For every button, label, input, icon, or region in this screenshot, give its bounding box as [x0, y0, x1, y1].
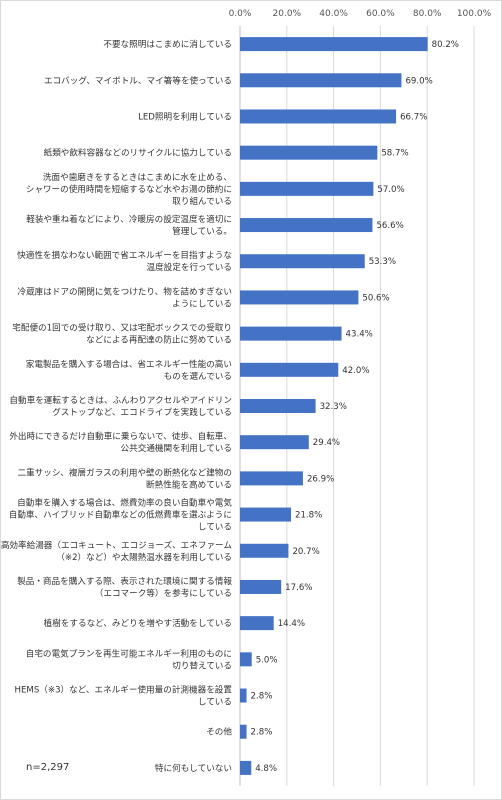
x-tick-label: 60.0% — [366, 9, 395, 19]
data-label: 2.8% — [251, 692, 273, 702]
category-label: 宅配便の1回での受け取り、又は宅配ボックスでの受取りなどによる再配達の防止に努め… — [12, 322, 232, 346]
bar — [240, 616, 274, 631]
category-label: 自宅の電気プランを再生可能エネルギー利用のものに切り替えている — [26, 647, 232, 671]
bar — [240, 760, 252, 775]
data-label: 43.4% — [346, 330, 373, 340]
data-label: 32.3% — [320, 402, 347, 412]
data-label: 14.4% — [278, 619, 305, 629]
bar — [240, 218, 373, 233]
bar — [240, 37, 428, 52]
category-label: 自動車を運転するときは、ふんわりアクセルやアイドリングストップなど、エコドライブ… — [9, 394, 232, 418]
category-label: 二重サッシ、複層ガラスの利用や壁の断熱化など建物の断熱性能を高めている — [17, 466, 232, 490]
bar — [240, 73, 402, 88]
bar — [240, 543, 289, 558]
data-label: 66.7% — [400, 112, 427, 122]
sample-size-note: n=2,297 — [26, 762, 69, 773]
x-tick-label: 80.0% — [413, 9, 442, 19]
bars — [240, 37, 428, 775]
bar — [240, 145, 378, 160]
category-label: LED照明を利用している — [138, 110, 232, 122]
category-label: 外出時にできるだけ自動車に乗らないで、徒歩、自転車、公共交通機関を利用している — [9, 430, 232, 454]
bar — [240, 471, 303, 486]
x-axis-tick-labels: 0.0% 20.0% 40.0% 60.0% 80.0% 100.0% — [229, 9, 492, 19]
category-label: 自動車を購入する場合は、燃費効率の良い自動車や電気自動車、ハイブリッド自動車など… — [9, 497, 233, 533]
category-label: エコバッグ、マイボトル、マイ箸等を使っている — [44, 74, 232, 86]
category-label: 快適性を損なわない範囲で省エネルギーを目指すような温度設定を行っている — [17, 249, 232, 273]
data-label: 80.2% — [432, 40, 459, 50]
data-label: 58.7% — [381, 149, 408, 159]
category-label: 植樹をするなど、みどりを増やす活動をしている — [44, 617, 232, 629]
data-label: 21.8% — [295, 511, 322, 521]
bar — [240, 399, 316, 413]
category-label: 軽装や重ね着などにより、冷暖房の設定温度を適切に管理している。 — [26, 213, 232, 237]
bar — [240, 652, 252, 667]
category-label: 紙類や飲料容器などのリサイクルに協力している — [44, 147, 232, 159]
bar — [240, 435, 309, 450]
data-label: 56.6% — [376, 221, 403, 231]
data-label: 50.6% — [362, 293, 389, 303]
category-label: 洗面や歯磨きをするときはこまめに水を止める、シャワーの使用時間を短縮するなど水や… — [26, 171, 232, 207]
data-label: 57.0% — [377, 185, 404, 195]
data-label: 20.7% — [292, 547, 319, 557]
bar — [240, 362, 339, 377]
data-label: 4.8% — [255, 764, 277, 774]
bar — [240, 724, 247, 739]
category-label: HEMS（※3）など、エネルギー使用量の計測機器を設置している — [15, 684, 233, 708]
x-tick-label: 20.0% — [273, 9, 302, 19]
data-label: 42.0% — [342, 366, 369, 376]
data-label: 69.0% — [405, 76, 432, 86]
category-label: 不要な照明はこまめに消している — [103, 38, 232, 50]
category-label: 高効率給湯器（エコキュート、エコジョーズ、エネファーム（※2）など）や太陽熱温水… — [1, 539, 233, 563]
category-label: 家電製品を購入する場合は、省エネルギー性能の高いものを選んでいる — [26, 358, 232, 382]
x-tick-label: 100.0% — [457, 9, 492, 19]
bar — [240, 254, 365, 269]
category-label: その他 — [206, 726, 232, 738]
data-label: 29.4% — [313, 438, 340, 448]
bar — [240, 507, 292, 522]
category-label: 特に何もしていない — [155, 762, 232, 774]
category-label: 冷蔵庫はドアの開閉に気をつけたり、物を詰めすぎないようにしている — [17, 285, 232, 309]
data-label: 2.8% — [251, 728, 273, 738]
x-tick-label: 0.0% — [229, 9, 252, 19]
bar — [240, 688, 247, 703]
data-label: 17.6% — [285, 583, 312, 593]
bar — [240, 326, 342, 341]
bar — [240, 290, 359, 305]
data-label: 5.0% — [256, 655, 278, 665]
data-label: 53.3% — [369, 257, 396, 267]
category-label: 製品・商品を購入する際、表示された環境に関する情報（エコマーク等）を参考にしてい… — [17, 575, 232, 599]
bar — [240, 579, 282, 594]
data-label: 26.9% — [307, 474, 334, 484]
data-labels: 80.2% 69.0% 66.7% 58.7% 57.0% 56.6% 53.3% 50.6%… — [251, 40, 459, 774]
bar — [240, 181, 374, 196]
x-tick-label: 40.0% — [319, 9, 348, 19]
bar — [240, 109, 397, 124]
